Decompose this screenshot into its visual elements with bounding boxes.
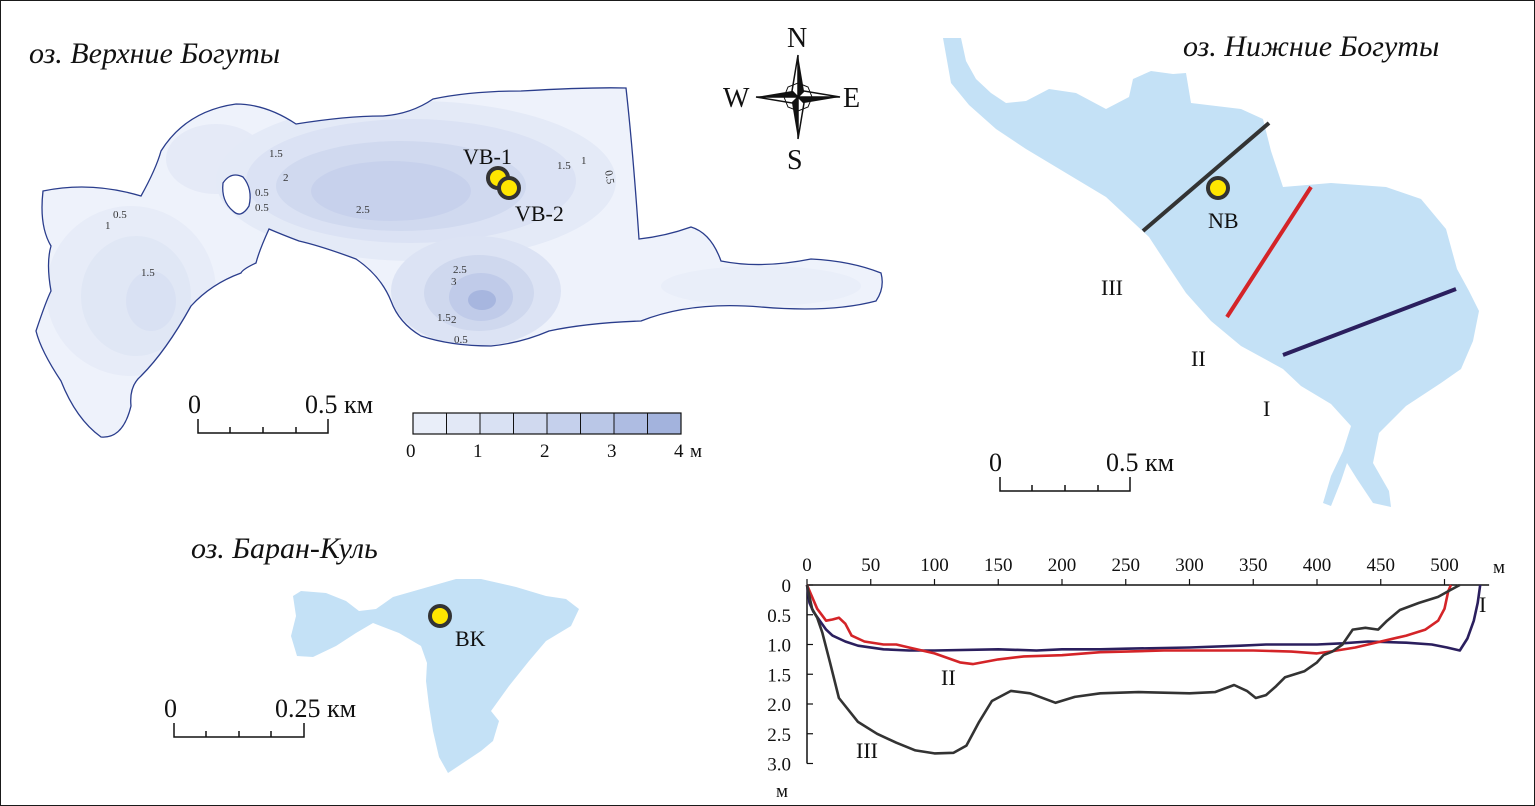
series-label-i: I [1479,592,1486,617]
transect-i-line [1282,287,1457,357]
contour-label: 1 [581,155,587,167]
legend-tick-label: 0 [406,441,416,462]
transect-iii-label: III [1101,275,1123,300]
legend-cell [613,412,648,435]
scale-start-label: 0 [188,390,201,419]
station-nb-marker [1206,176,1230,200]
legend-tick-label: 2 [540,441,550,462]
scale-start-label: 0 [164,694,177,723]
series-label-ii: II [941,665,956,690]
station-bk-label: BK [455,626,486,651]
x-tick-label: 300 [1175,555,1204,576]
compass-e: E [843,83,860,114]
x-tick-label: 0 [802,555,812,576]
series-line-ii [805,584,1453,666]
legend-cell [446,412,481,435]
transect-ii-line [1225,185,1313,319]
station-vb2-label: VB-2 [515,201,564,226]
upper-scale-bar: 0 0.5 км [188,390,373,434]
x-tick-label: 400 [1303,555,1332,576]
contour-label: 0.5 [255,187,269,199]
y-tick-label: 3.0 [767,755,791,776]
legend-cell [513,412,548,435]
x-tick-label: 100 [920,555,949,576]
contour-label: 0.5 [454,334,468,346]
legend-tick-label: 1 [473,441,483,462]
x-tick-label: 450 [1367,555,1396,576]
lower-lake-title: оз. Нижние Богуты [1183,30,1439,63]
y-tick-label: 2.0 [767,695,791,716]
x-tick-label: 250 [1112,555,1141,576]
contour-label: 2 [283,172,289,184]
legend-cell [647,412,682,435]
contour-label: 1.5 [437,312,451,324]
contour-label: 3 [451,276,457,288]
contour-label: 2 [451,314,457,326]
legend-cell [580,412,615,435]
y-tick-label: 1.0 [767,636,791,657]
series-line-iii [805,583,1461,755]
legend-cell [479,412,514,435]
y-tick-label: 0.5 [767,606,791,627]
baran-scale-bar: 0 0.25 км [164,694,356,738]
transect-i-label: I [1263,396,1270,421]
scale-end-label: 0.5 км [1106,448,1174,477]
baran-lake-title: оз. Баран-Куль [191,532,378,565]
contour-label: 2.5 [453,264,467,276]
compass-n: N [787,23,807,54]
contour-label: 1 [105,220,111,232]
series-label-iii: III [856,738,878,763]
lower-transects [1141,121,1457,357]
legend-unit: м [690,441,702,462]
legend-tick-label: 4 [674,441,684,462]
scale-end-label: 0.5 км [305,390,373,419]
x-tick-label: 500 [1430,555,1459,576]
legend-cell [546,412,581,435]
contour-label: 0.5 [113,209,127,221]
legend-cell [412,412,447,435]
contour-label: 0.5 [255,202,269,214]
compass-rose [755,54,841,140]
series-line-i [805,584,1482,652]
x-tick-label: 150 [984,555,1013,576]
x-tick-label: 200 [1048,555,1077,576]
transect-ii-label: II [1191,346,1206,371]
upper-lake-bathymetry [36,87,883,438]
station-vb1-label: VB-1 [463,144,512,169]
y-tick-label: 1.5 [767,665,791,686]
station-nb-label: NB [1208,208,1239,233]
x-tick-label: 350 [1239,555,1268,576]
station-vb2-marker [497,176,521,200]
upper-lake-title: оз. Верхние Богуты [29,37,280,70]
y-tick-label: 2.5 [767,725,791,746]
scale-end-label: 0.25 км [275,694,356,723]
contour-label: 1.5 [141,267,155,279]
depth-profile-chart: 0 50 100 150 200 250 300 350 400 450 500 0 0.5 1.0 1.5… [767,555,1505,802]
contour-label: 1.5 [269,148,283,160]
contour-label: 2.5 [356,204,370,216]
y-tick-label: 0 [782,576,792,597]
x-axis-unit: м [1493,557,1505,578]
x-tick-label: 50 [861,555,880,576]
contour-label: 1.5 [557,160,571,172]
lower-scale-bar: 0 0.5 км [989,448,1174,492]
lower-lake-shape [943,38,1479,507]
scale-start-label: 0 [989,448,1002,477]
compass-w: W [723,83,750,114]
station-bk-marker [428,604,452,628]
transect-iii-line [1141,121,1271,233]
baran-lake-shape [291,579,579,773]
contour-label: 0.5 [602,169,616,185]
y-axis-unit: м [776,781,788,802]
legend-tick-label: 3 [607,441,617,462]
compass-s: S [787,145,803,176]
depth-legend: 0 1 2 3 4 м [406,412,702,462]
upper-lake-island [222,174,251,215]
